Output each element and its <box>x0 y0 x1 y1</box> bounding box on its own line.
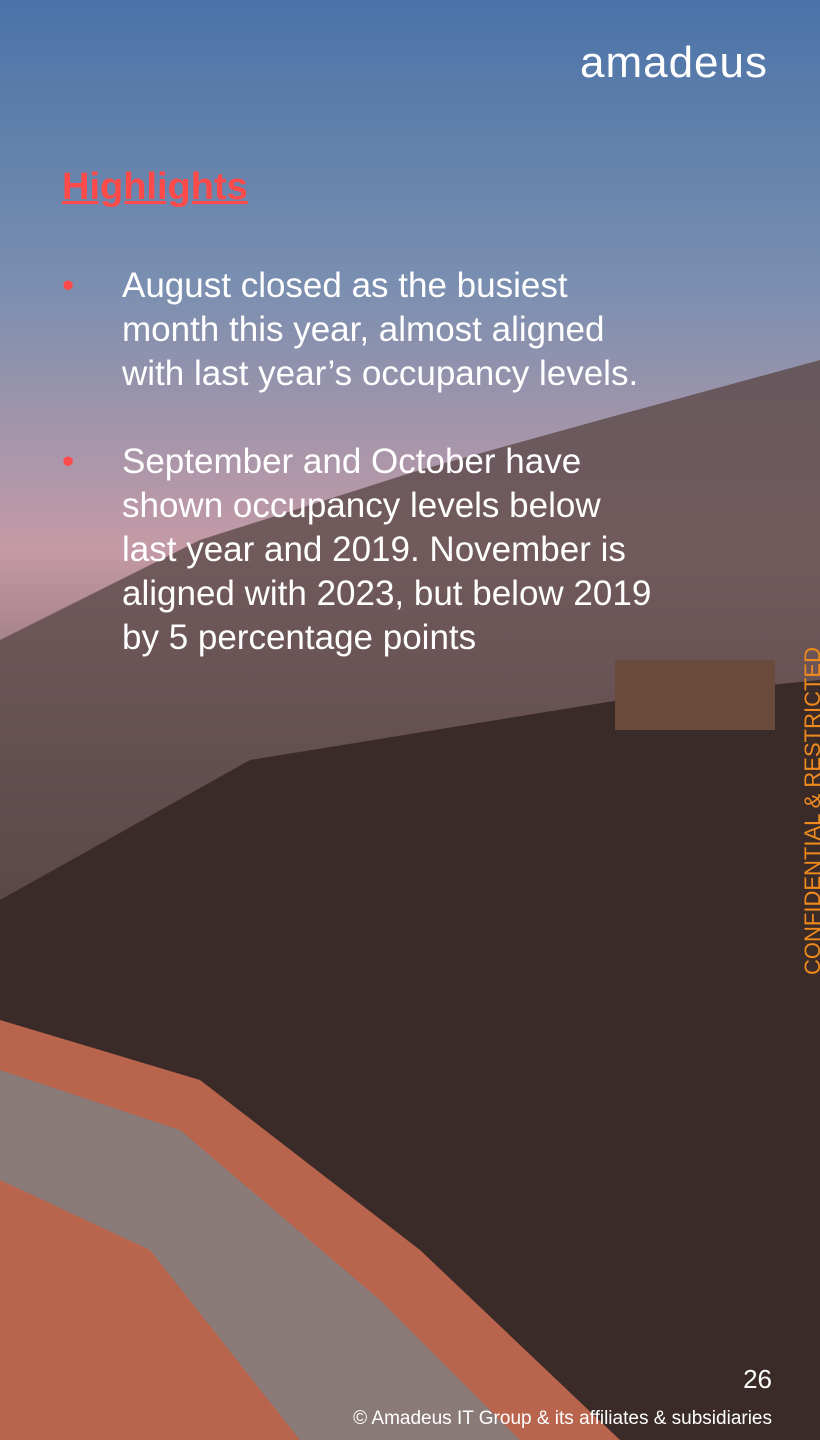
slide: amadeus Highlights August closed as the … <box>0 0 820 1440</box>
title: Highlights <box>62 166 248 209</box>
logo: amadeus <box>580 38 768 88</box>
bullet: September and October have shown occupan… <box>62 440 662 660</box>
bullet-list: August closed as the busiest month this … <box>62 264 662 704</box>
side-label: CONFIDENTIAL & RESTRICTED <box>800 647 820 975</box>
page-number: 26 <box>743 1364 772 1395</box>
footer: © Amadeus IT Group & its affiliates & su… <box>353 1408 772 1430</box>
background-image <box>0 0 820 1440</box>
bullet: August closed as the busiest month this … <box>62 264 662 396</box>
